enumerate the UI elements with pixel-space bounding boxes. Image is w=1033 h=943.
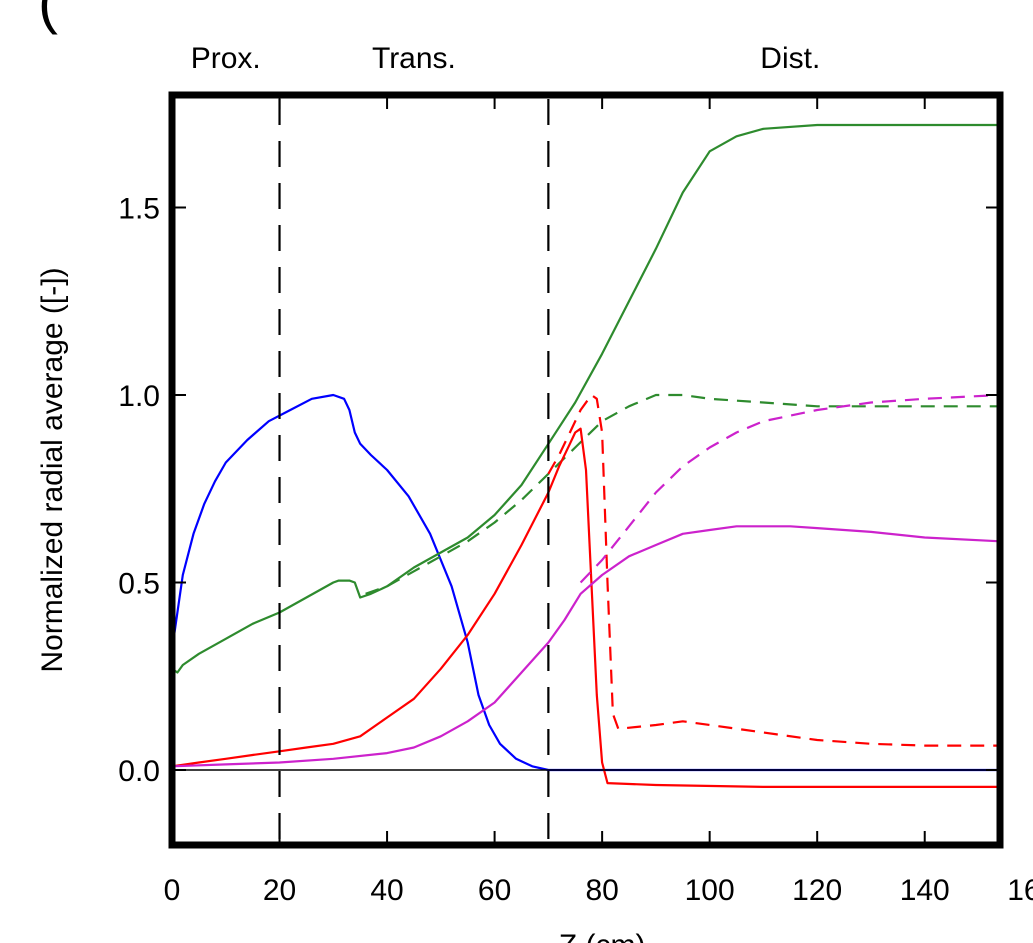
x-tick-label-3: 60 [478, 874, 511, 907]
series-layer [170, 123, 1001, 788]
x-tick-label-4: 80 [585, 874, 618, 907]
y-tick-label-0: 0.0 [118, 755, 160, 788]
top-partial-text: ( [38, 0, 58, 35]
y-tick-label-3: 1.5 [118, 193, 160, 226]
series-line-0 [170, 393, 1000, 772]
series-line-5 [171, 525, 1001, 768]
region-label-0: Prox. [191, 42, 261, 75]
series-line-4 [547, 393, 1000, 747]
x-axis-label: Z (cm) [559, 929, 646, 943]
region-label-2: Dist. [760, 42, 820, 75]
series-line-2 [365, 393, 1000, 595]
x-tick-label-2: 40 [370, 874, 403, 907]
series-line-6 [579, 393, 1001, 584]
series-line-3 [171, 427, 1000, 788]
y-tick-label-1: 0.5 [118, 568, 160, 601]
region-label-1: Trans. [372, 42, 456, 75]
y-axis-label: Normalized radial average ([-]) [36, 267, 69, 672]
x-tick-label-0: 0 [164, 874, 181, 907]
region-dividers [278, 99, 550, 841]
x-tick-label-6: 120 [792, 874, 842, 907]
x-tick-label-7: 140 [900, 874, 950, 907]
tick-labels-layer: 0 20 40 60 80 100 120 140 160 0.0 0.5 1.0 1.5 [118, 193, 1033, 908]
x-tick-label-1: 20 [263, 874, 296, 907]
series-line-1 [171, 123, 1000, 674]
y-tick-label-2: 1.0 [118, 380, 160, 413]
plot-frame [168, 91, 1004, 849]
region-labels-layer: Prox. Trans. Dist. [191, 42, 821, 75]
x-tick-label-5: 100 [685, 874, 735, 907]
x-tick-label-8: 160 [1007, 874, 1033, 907]
